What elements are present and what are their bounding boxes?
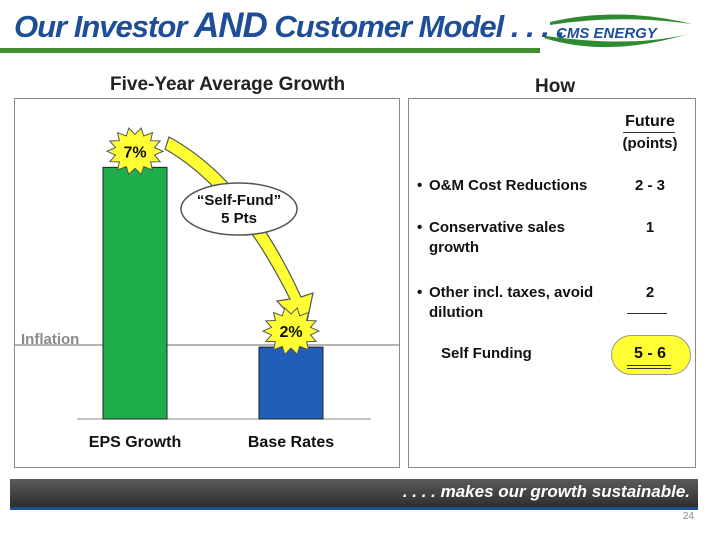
item-3-line2: dilution (429, 304, 484, 321)
value-label-2: 2% (279, 324, 302, 341)
item-2-line2: growth (429, 239, 479, 256)
future-header: Future (625, 113, 675, 130)
title-part2: Customer Model . . . . (266, 9, 565, 44)
value-burst-1 (105, 127, 165, 176)
tagline-bar: . . . . makes our growth sustainable. (10, 479, 698, 510)
right-subtitle: How (535, 76, 576, 97)
bullet-1: • (417, 177, 423, 194)
item-3-line1: Other incl. taxes, avoid (429, 284, 594, 301)
total-underline-2 (627, 368, 671, 369)
total-label: Self Funding (441, 345, 532, 362)
future-header-rule (623, 132, 675, 133)
total-underline-1 (627, 365, 671, 366)
logo-text: CMS ENERGY (556, 25, 659, 42)
item-1-value: 2 - 3 (634, 177, 665, 194)
self-fund-line2: 5 Pts (221, 210, 257, 227)
points-subheader: (points) (622, 135, 678, 152)
page-title: Our Investor AND Customer Model . . . . (14, 6, 565, 46)
cms-energy-logo: CMS ENERGY (544, 14, 692, 48)
title-underline (0, 48, 540, 53)
sum-rule (627, 313, 667, 314)
page-number: 24 (682, 511, 694, 522)
category-label-2: Base Rates (248, 434, 334, 451)
chart-panel: Inflation “Self-Fund” 5 Pts 7% 2% EPS Gro… (14, 98, 400, 468)
title-and: AND (193, 6, 268, 45)
title-part1: Our Investor (14, 9, 194, 44)
item-3-value: 2 (645, 284, 655, 301)
left-subtitle: Five-Year Average Growth (110, 74, 346, 95)
bullet-3: • (417, 284, 423, 301)
inflation-label: Inflation (21, 331, 79, 348)
bullet-2: • (417, 219, 423, 236)
self-fund-line1: “Self-Fund” (197, 192, 281, 209)
bar-1 (102, 166, 168, 420)
tagline-text: . . . . makes our growth sustainable. (402, 482, 690, 501)
item-1-line1: O&M Cost Reductions (429, 177, 588, 194)
category-label-1: EPS Growth (89, 434, 181, 451)
value-label-1: 7% (123, 144, 146, 161)
value-burst-2 (261, 306, 321, 356)
self-fund-callout (180, 182, 298, 236)
total-value: 5 - 6 (633, 345, 666, 362)
growth-bar-chart: Inflation “Self-Fund” 5 Pts 7% 2% EPS Gro… (15, 127, 399, 451)
bar-2 (258, 346, 324, 420)
item-2-value: 1 (645, 219, 655, 236)
item-2-line1: Conservative sales (429, 219, 565, 236)
how-panel: Future (points) • O&M Cost Reductions 2 … (408, 98, 696, 468)
